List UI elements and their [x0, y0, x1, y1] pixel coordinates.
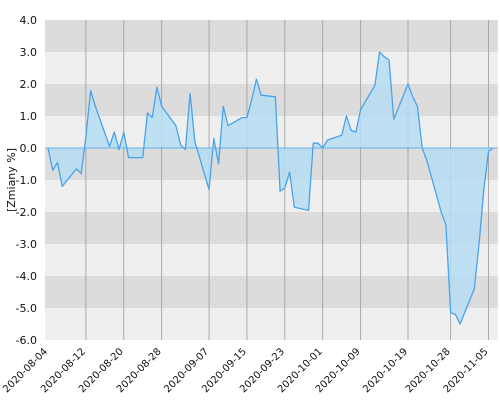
area-layer — [47, 51, 494, 325]
x-tick-labels: 2020-08-042020-08-122020-08-202020-08-28… — [1, 346, 490, 395]
y-tick-label: -6.0 — [16, 334, 37, 347]
y-tick-label: -3.0 — [16, 238, 37, 251]
y-tick-label: -2.0 — [16, 206, 37, 219]
y-tick-label: -1.0 — [16, 174, 37, 187]
band — [45, 308, 498, 340]
y-tick-label: -4.0 — [16, 270, 37, 283]
y-tick-labels: 4.0 3.0 2.0 1.0 0.0 -1.0 -2.0 -3.0 -4.0 -5.0 -6.0 — [16, 14, 37, 347]
band — [45, 148, 498, 180]
y-tick-label: 0.0 — [20, 142, 38, 155]
band — [45, 52, 498, 84]
y-tick-label: 2.0 — [20, 78, 38, 91]
band — [45, 20, 498, 52]
band — [45, 212, 498, 244]
y-tick-label: 1.0 — [20, 110, 38, 123]
series-line — [47, 51, 494, 325]
x-tick-label: 2020-10-19 — [361, 346, 410, 395]
band — [45, 244, 498, 276]
background-bands — [45, 20, 498, 340]
y-tick-label: 4.0 — [20, 14, 38, 27]
band — [45, 180, 498, 212]
y-axis-label: [Zmiany %] — [5, 148, 18, 212]
y-tick-label: -5.0 — [16, 302, 37, 315]
y-tick-label: 3.0 — [20, 46, 38, 59]
band — [45, 276, 498, 308]
series-area — [48, 52, 494, 324]
